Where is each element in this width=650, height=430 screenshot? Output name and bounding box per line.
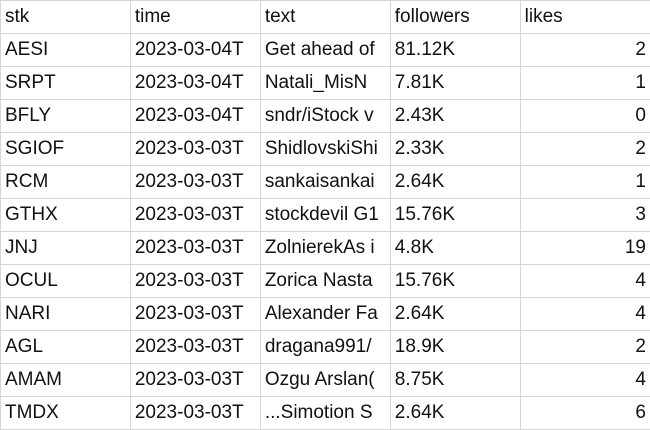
cell-time[interactable]: 2023-03-03T <box>130 265 260 298</box>
cell-text[interactable]: stockdevil G1 <box>260 199 390 232</box>
cell-time[interactable]: 2023-03-03T <box>130 364 260 397</box>
cell-time[interactable]: 2023-03-03T <box>130 199 260 232</box>
cell-likes[interactable]: 2 <box>520 34 650 67</box>
header-cell-stk[interactable]: stk <box>1 1 131 34</box>
cell-text[interactable]: dragana991/ <box>260 331 390 364</box>
cell-likes[interactable]: 6 <box>520 397 650 430</box>
cell-time[interactable]: 2023-03-04T <box>130 34 260 67</box>
cell-likes[interactable]: 1 <box>520 67 650 100</box>
header-cell-followers[interactable]: followers <box>390 1 520 34</box>
header-cell-likes[interactable]: likes <box>520 1 650 34</box>
cell-time[interactable]: 2023-03-03T <box>130 232 260 265</box>
cell-likes[interactable]: 3 <box>520 199 650 232</box>
cell-stk[interactable]: RCM <box>1 166 131 199</box>
cell-stk[interactable]: GTHX <box>1 199 131 232</box>
cell-likes[interactable]: 2 <box>520 331 650 364</box>
cell-stk[interactable]: NARI <box>1 298 131 331</box>
cell-likes[interactable]: 2 <box>520 133 650 166</box>
cell-text[interactable]: sankaisankai <box>260 166 390 199</box>
cell-followers[interactable]: 2.64K <box>390 298 520 331</box>
cell-followers[interactable]: 2.64K <box>390 397 520 430</box>
cell-stk[interactable]: AESI <box>1 34 131 67</box>
cell-text[interactable]: sndr/iStock v <box>260 100 390 133</box>
cell-likes[interactable]: 4 <box>520 364 650 397</box>
cell-followers[interactable]: 8.75K <box>390 364 520 397</box>
cell-stk[interactable]: JNJ <box>1 232 131 265</box>
header-cell-time[interactable]: time <box>130 1 260 34</box>
cell-text[interactable]: Alexander Fa <box>260 298 390 331</box>
cell-time[interactable]: 2023-03-04T <box>130 67 260 100</box>
cell-followers[interactable]: 2.43K <box>390 100 520 133</box>
cell-likes[interactable]: 19 <box>520 232 650 265</box>
cell-followers[interactable]: 18.9K <box>390 331 520 364</box>
cell-followers[interactable]: 4.8K <box>390 232 520 265</box>
cell-text[interactable]: Zorica Nasta <box>260 265 390 298</box>
cell-text[interactable]: ZolnierekAs i <box>260 232 390 265</box>
cell-likes[interactable]: 4 <box>520 298 650 331</box>
cell-time[interactable]: 2023-03-03T <box>130 298 260 331</box>
header-row: stk time text followers likes <box>1 1 650 34</box>
cell-text[interactable]: ShidlovskiShi <box>260 133 390 166</box>
cell-time[interactable]: 2023-03-04T <box>130 100 260 133</box>
cell-likes[interactable]: 0 <box>520 100 650 133</box>
cell-stk[interactable]: SRPT <box>1 67 131 100</box>
cell-text[interactable]: ...Simotion S <box>260 397 390 430</box>
cell-time[interactable]: 2023-03-03T <box>130 166 260 199</box>
cell-followers[interactable]: 2.64K <box>390 166 520 199</box>
cell-likes[interactable]: 1 <box>520 166 650 199</box>
cell-followers[interactable]: 15.76K <box>390 199 520 232</box>
cell-time[interactable]: 2023-03-03T <box>130 397 260 430</box>
header-cell-text[interactable]: text <box>260 1 390 34</box>
cell-stk[interactable]: TMDX <box>1 397 131 430</box>
cell-time[interactable]: 2023-03-03T <box>130 133 260 166</box>
cell-followers[interactable]: 15.76K <box>390 265 520 298</box>
cell-text[interactable]: Get ahead of <box>260 34 390 67</box>
cell-stk[interactable]: SGIOF <box>1 133 131 166</box>
cell-text[interactable]: Natali_MisN <box>260 67 390 100</box>
cell-followers[interactable]: 2.33K <box>390 133 520 166</box>
cell-time[interactable]: 2023-03-03T <box>130 331 260 364</box>
cell-followers[interactable]: 81.12K <box>390 34 520 67</box>
cell-stk[interactable]: AGL <box>1 331 131 364</box>
cell-text[interactable]: Ozgu Arslan( <box>260 364 390 397</box>
cell-likes[interactable]: 4 <box>520 265 650 298</box>
cell-stk[interactable]: AMAM <box>1 364 131 397</box>
cell-stk[interactable]: BFLY <box>1 100 131 133</box>
cell-stk[interactable]: OCUL <box>1 265 131 298</box>
cell-followers[interactable]: 7.81K <box>390 67 520 100</box>
